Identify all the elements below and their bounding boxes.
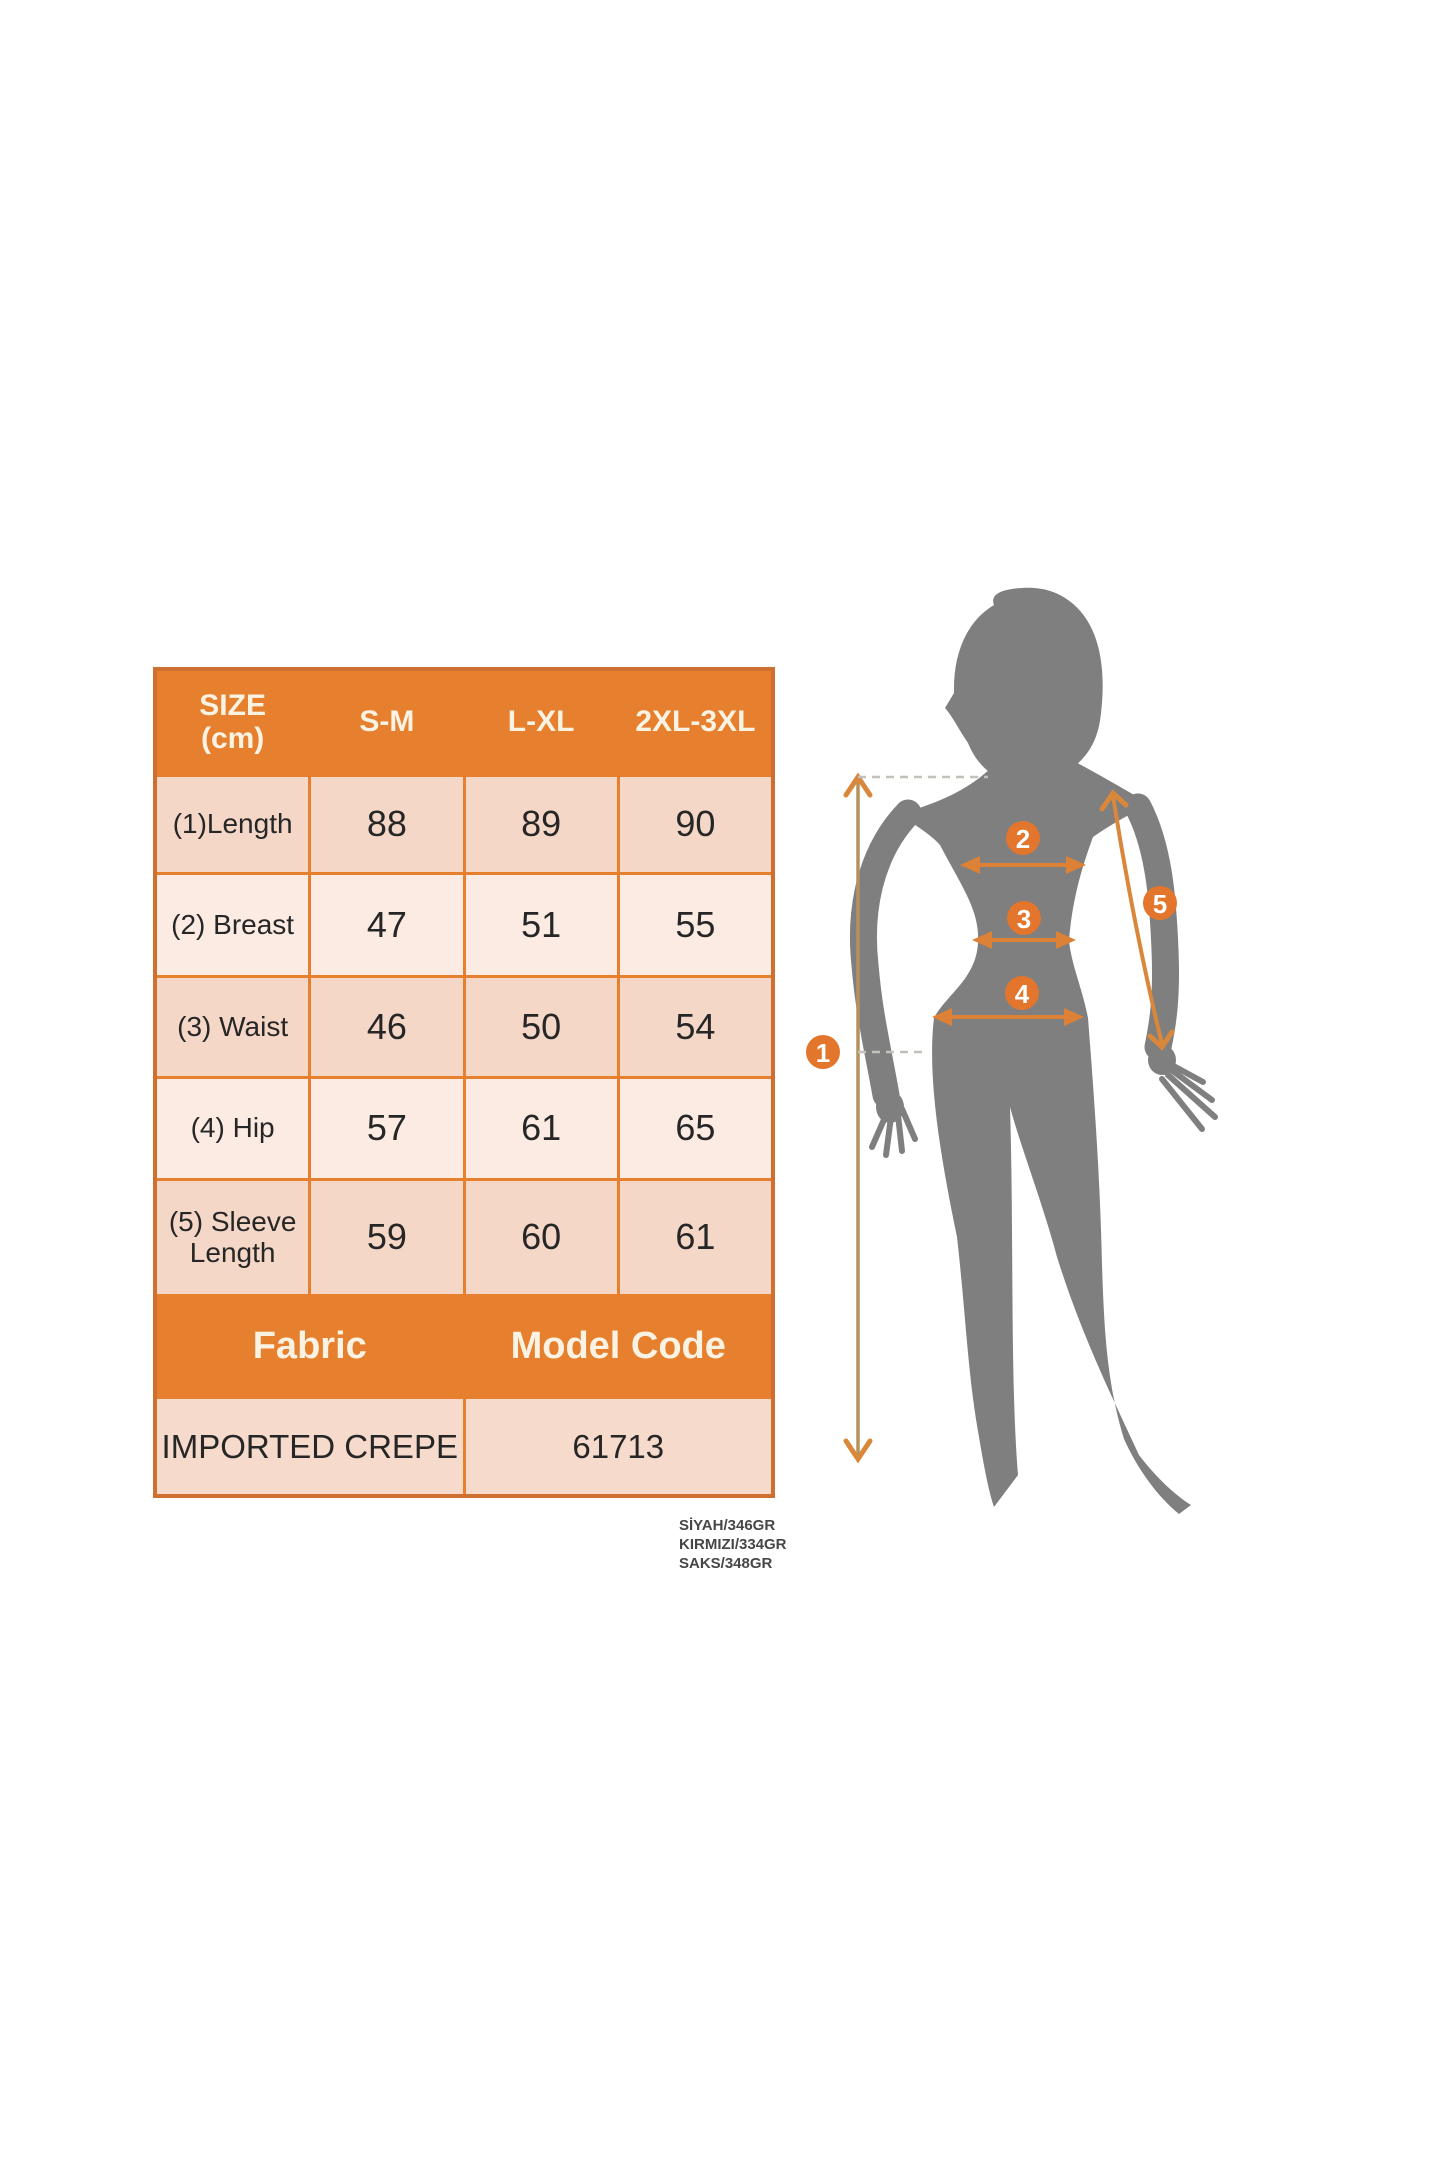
svg-text:2: 2	[1016, 824, 1030, 854]
breast-2xl3xl: 55	[619, 875, 771, 975]
measurement-figure: 1 2 3 4 5	[806, 587, 1218, 1514]
sleeve-sm: 59	[311, 1181, 463, 1294]
svg-text:5: 5	[1153, 889, 1167, 919]
model-code-header-cell: Model Code	[465, 1297, 771, 1396]
sleeve-arrowhead-top	[1099, 789, 1129, 812]
breast-arrow	[960, 856, 1086, 874]
fabric-value-cell: IMPORTED CREPE	[157, 1399, 463, 1494]
silhouette-head	[945, 587, 1103, 784]
fabric-header-cell: Fabric	[157, 1297, 463, 1396]
hip-lxl: 61	[465, 1079, 617, 1178]
header-cell-size-cm: SIZE (cm)	[157, 671, 309, 774]
color-weight-line: SİYAH/346GR	[679, 1517, 776, 1534]
header-cell-lxl: L-XL	[465, 671, 617, 774]
length-arrowhead-bottom	[843, 1438, 873, 1464]
length-lxl: 89	[465, 777, 617, 872]
model-code-value-cell: 61713	[465, 1399, 771, 1494]
row-label-hip: (4) Hip	[157, 1079, 309, 1178]
silhouette-right-fingers	[1159, 1060, 1218, 1132]
breast-lxl: 51	[465, 875, 617, 975]
waist-sm: 46	[311, 978, 463, 1076]
silhouette-left-fingers	[869, 1106, 918, 1158]
sleeve-lxl: 60	[465, 1181, 617, 1294]
color-weight-list: SİYAH/346GR KIRMIZI/334GR SAKS/348GR	[679, 1516, 787, 1573]
hip-sm: 57	[311, 1079, 463, 1178]
svg-text:3: 3	[1017, 904, 1031, 934]
row-label-breast: (2) Breast	[157, 875, 309, 975]
hip-2xl3xl: 65	[619, 1079, 771, 1178]
svg-text:1: 1	[816, 1038, 830, 1068]
hip-arrow	[932, 1008, 1084, 1026]
sleeve-arrow	[1099, 789, 1175, 1051]
size-header-line1: SIZE	[199, 689, 266, 723]
length-2xl3xl: 90	[619, 777, 771, 872]
size-header-line2: (cm)	[200, 721, 265, 755]
size-chart-table: SIZE (cm) S-M L-XL 2XL-3XL (1)Length 88 …	[153, 667, 775, 1498]
silhouette-right-arm	[1124, 793, 1180, 1061]
row-label-sleeve-length: (5) Sleeve Length	[157, 1181, 309, 1294]
sleeve-2xl3xl: 61	[619, 1181, 771, 1294]
waist-arrow	[972, 931, 1076, 949]
color-weight-line: SAKS/348GR	[679, 1555, 773, 1572]
marker-3: 3	[1007, 901, 1041, 935]
marker-2: 2	[1006, 821, 1040, 855]
row-label-waist: (3) Waist	[157, 978, 309, 1076]
marker-4: 4	[1005, 976, 1039, 1010]
marker-1: 1	[806, 1035, 840, 1069]
svg-text:4: 4	[1015, 979, 1030, 1009]
marker-5: 5	[1143, 886, 1177, 920]
length-sm: 88	[311, 777, 463, 872]
waist-lxl: 50	[465, 978, 617, 1076]
header-cell-sm: S-M	[311, 671, 463, 774]
breast-sm: 47	[311, 875, 463, 975]
silhouette-body	[900, 755, 1191, 1514]
sleeve-arrowhead-bottom	[1147, 1029, 1175, 1051]
header-cell-2xl3xl: 2XL-3XL	[619, 671, 771, 774]
length-arrow	[843, 772, 988, 1464]
waist-2xl3xl: 54	[619, 978, 771, 1076]
color-weight-line: KIRMIZI/334GR	[679, 1536, 787, 1553]
row-label-length: (1)Length	[157, 777, 309, 872]
